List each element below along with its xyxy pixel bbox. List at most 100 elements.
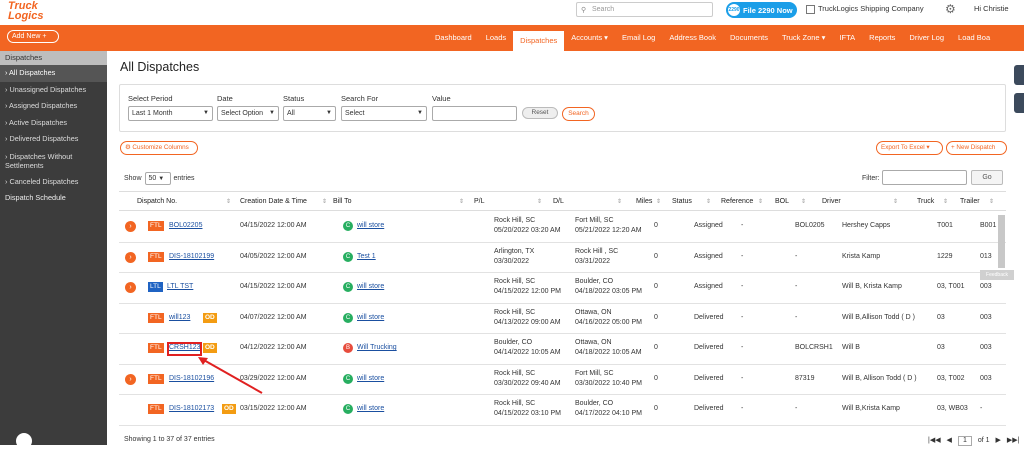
sidebar-item-without-settlements[interactable]: › Dispatches Without Settlements — [5, 151, 73, 170]
sort-icon[interactable]: ⇕ — [459, 199, 465, 205]
col-driver[interactable]: Driver — [822, 198, 841, 205]
dispatch-number-link[interactable]: DIS-18102196 — [169, 374, 215, 382]
nav-load-board[interactable]: Load Boa — [958, 33, 991, 42]
go-button[interactable]: Go — [971, 170, 1003, 185]
col-bol[interactable]: BOL — [775, 198, 790, 205]
nav-dispatches[interactable]: Dispatches — [513, 31, 565, 51]
col-creation-date[interactable]: Creation Date & Time — [240, 198, 307, 205]
expand-row-icon[interactable]: › — [125, 282, 136, 293]
date-dropdown[interactable]: Select Option ▼ — [217, 106, 279, 121]
dispatch-number-link[interactable]: BOL02205 — [169, 222, 203, 229]
nav-accounts[interactable]: Accounts ▾ — [571, 33, 608, 42]
reset-button[interactable]: Reset — [522, 107, 558, 119]
col-miles[interactable]: Miles — [636, 198, 653, 205]
user-menu[interactable]: Hi Christie — [974, 4, 1009, 13]
bill-to-link[interactable]: Test 1 — [357, 252, 376, 260]
first-page-icon[interactable]: |◀◀ — [928, 437, 941, 444]
bill-to-link[interactable]: will store — [357, 405, 385, 412]
next-page-icon[interactable]: ▶ — [995, 437, 1001, 444]
nav-email-log[interactable]: Email Log — [621, 33, 656, 42]
col-status[interactable]: Status — [672, 198, 692, 205]
bill-to-link[interactable]: Will Trucking — [357, 344, 397, 351]
dispatch-number-link[interactable]: DIS-18102173 — [169, 405, 215, 412]
creation-date: 03/29/2022 12:00 AM — [240, 374, 307, 382]
add-new-button[interactable]: Add New + — [7, 30, 59, 43]
sidebar-item-canceled[interactable]: › Canceled Dispatches — [5, 176, 79, 186]
nav-documents[interactable]: Documents — [730, 33, 768, 42]
table-row[interactable]: › FTL DIS-18102199 04/05/2022 12:00 AM C Test… — [119, 243, 1006, 273]
chat-widget-icon[interactable] — [16, 433, 32, 449]
sort-icon[interactable]: ⇕ — [943, 199, 949, 205]
status-dropdown[interactable]: All ▼ — [283, 106, 336, 121]
side-tab-icon[interactable] — [1014, 93, 1024, 113]
nav-loads[interactable]: Loads — [485, 33, 507, 42]
sidebar-item-dispatch-schedule[interactable]: Dispatch Schedule — [5, 193, 66, 202]
table-filter-input[interactable] — [882, 170, 967, 185]
nav-driver-log[interactable]: Driver Log — [909, 33, 945, 42]
sidebar-item-active[interactable]: › Active Dispatches — [5, 117, 68, 127]
bill-to-link[interactable]: will store — [357, 374, 385, 382]
company-selector[interactable]: TruckLogics Shipping Company — [806, 4, 924, 14]
value-input[interactable] — [432, 106, 517, 121]
sort-icon[interactable]: ⇕ — [758, 199, 764, 205]
col-reference[interactable]: Reference — [721, 198, 754, 205]
sort-icon[interactable]: ⇕ — [226, 199, 232, 205]
nav-dashboard[interactable]: Dashboard — [435, 33, 472, 42]
sort-icon[interactable]: ⇕ — [989, 199, 995, 205]
sidebar-item-delivered[interactable]: › Delivered Dispatches — [5, 134, 79, 143]
sort-icon[interactable]: ⇕ — [893, 199, 899, 205]
nav-address-book[interactable]: Address Book — [669, 33, 717, 42]
col-dl[interactable]: D/L — [553, 198, 564, 205]
side-tab-icon[interactable] — [1014, 65, 1024, 85]
sidebar-item-all-dispatches[interactable]: › All Dispatches — [0, 65, 107, 82]
dispatch-number-link[interactable]: will123 — [169, 313, 191, 321]
page-size-select[interactable]: 50 ▼ — [144, 172, 171, 185]
pickup-location: Rock Hill, SC — [494, 400, 536, 407]
file-2290-button[interactable]: 2290 File 2290 Now — [726, 2, 797, 18]
expand-row-icon[interactable]: › — [125, 373, 136, 385]
gear-icon[interactable]: ⚙ — [945, 2, 956, 16]
bill-to-link[interactable]: will store — [357, 313, 385, 321]
global-search-input[interactable]: ⚲ Search — [576, 2, 713, 17]
col-truck[interactable]: Truck — [917, 198, 935, 205]
export-to-excel-button[interactable]: Export To Excel ▾ — [876, 141, 943, 155]
sort-icon[interactable]: ⇕ — [656, 199, 662, 205]
sort-icon[interactable]: ⇕ — [322, 199, 328, 205]
feedback-tab[interactable]: Feedback — [980, 270, 1014, 280]
col-bill-to[interactable]: Bill To — [333, 198, 352, 205]
table-row[interactable]: FTL CRSH123 OD 04/12/2022 12:00 AM B Will Tru… — [119, 334, 1006, 365]
col-pl[interactable]: P/L — [474, 198, 485, 205]
bill-to-link[interactable]: will store — [357, 222, 385, 229]
sidebar-item-unassigned[interactable]: › Unassigned Dispatches — [5, 84, 87, 94]
customize-columns-button[interactable]: ⚙ Customize Columns — [120, 141, 198, 155]
sort-icon[interactable]: ⇕ — [537, 199, 543, 205]
dispatch-number-link[interactable]: CRSH123 — [169, 344, 201, 351]
nav-reports[interactable]: Reports — [869, 33, 896, 42]
dispatch-number-link[interactable]: LTL TST — [167, 283, 194, 290]
search-button[interactable]: Search — [562, 107, 595, 121]
sort-icon[interactable]: ⇕ — [706, 199, 712, 205]
table-scrollbar[interactable] — [998, 215, 1005, 268]
sort-icon[interactable]: ⇕ — [801, 199, 807, 205]
prev-page-icon[interactable]: ◀ — [946, 437, 952, 444]
expand-row-icon[interactable]: › — [125, 221, 136, 232]
expand-row-icon[interactable]: › — [125, 251, 136, 263]
col-trailer[interactable]: Trailer — [960, 198, 980, 205]
select-period-dropdown[interactable]: Last 1 Month ▼ — [128, 106, 213, 121]
sidebar-item-assigned[interactable]: › Assigned Dispatches — [5, 101, 78, 110]
dispatch-number-link[interactable]: DIS-18102199 — [169, 252, 215, 260]
search-for-dropdown[interactable]: Select ▼ — [341, 106, 427, 121]
last-page-icon[interactable]: ▶▶| — [1006, 437, 1020, 444]
nav-truck-zone[interactable]: Truck Zone ▾ — [781, 33, 826, 42]
trucklogics-logo[interactable]: Truck Logics — [5, 1, 63, 23]
nav-ifta[interactable]: IFTA — [839, 33, 856, 42]
new-dispatch-button[interactable]: + New Dispatch — [946, 141, 1007, 155]
bill-to-link[interactable]: will store — [357, 283, 385, 290]
col-dispatch-no[interactable]: Dispatch No. — [137, 198, 178, 205]
sort-icon[interactable]: ⇕ — [617, 199, 623, 205]
